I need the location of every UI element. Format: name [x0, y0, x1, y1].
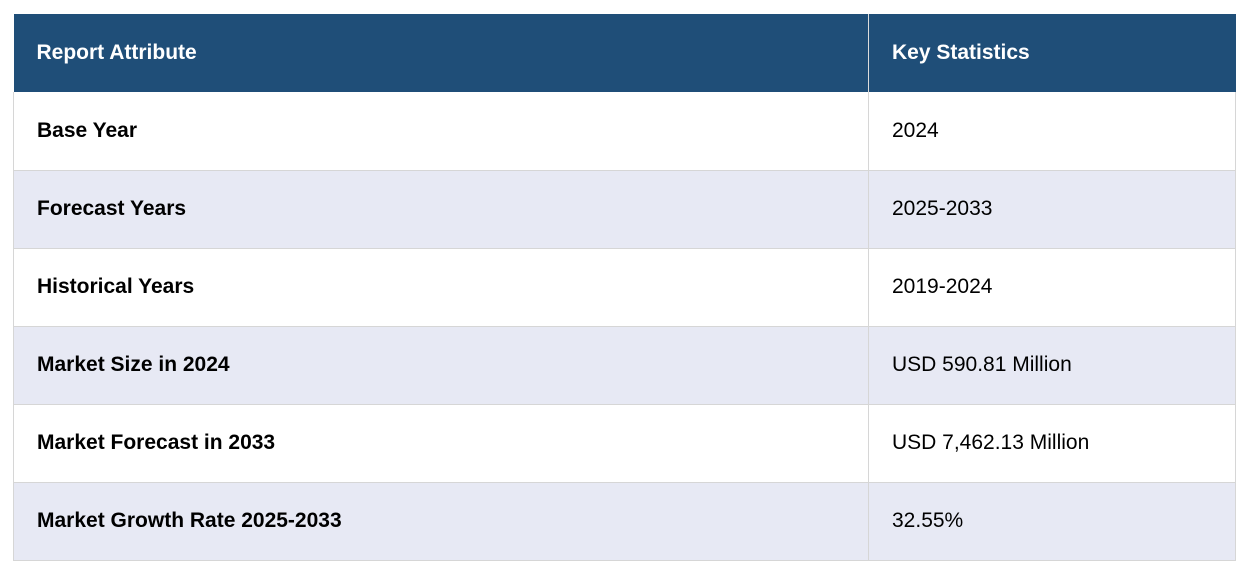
- table-row: Forecast Years 2025-2033: [13, 170, 1236, 249]
- table-row: Base Year 2024: [13, 92, 1236, 171]
- row-value: 2025-2033: [868, 170, 1236, 249]
- table-row: Market Growth Rate 2025-2033 32.55%: [13, 482, 1236, 561]
- row-attribute: Base Year: [13, 92, 869, 171]
- table-row: Market Size in 2024 USD 590.81 Million: [13, 326, 1236, 405]
- row-attribute: Market Size in 2024: [13, 326, 869, 405]
- row-value: USD 590.81 Million: [868, 326, 1236, 405]
- row-value: USD 7,462.13 Million: [868, 404, 1236, 483]
- report-stats-table-container: Report Attribute Key Statistics Base Yea…: [13, 14, 1236, 561]
- row-value: 2019-2024: [868, 248, 1236, 327]
- table-row: Historical Years 2019-2024: [13, 248, 1236, 327]
- row-attribute: Market Forecast in 2033: [13, 404, 869, 483]
- row-value: 2024: [868, 92, 1236, 171]
- header-report-attribute: Report Attribute: [13, 14, 869, 92]
- row-attribute: Historical Years: [13, 248, 869, 327]
- table-row: Market Forecast in 2033 USD 7,462.13 Mil…: [13, 404, 1236, 483]
- row-attribute: Forecast Years: [13, 170, 869, 249]
- row-value: 32.55%: [868, 482, 1236, 561]
- table-header-row: Report Attribute Key Statistics: [13, 14, 1236, 92]
- report-stats-table: Report Attribute Key Statistics Base Yea…: [13, 14, 1236, 561]
- row-attribute: Market Growth Rate 2025-2033: [13, 482, 869, 561]
- header-key-statistics: Key Statistics: [892, 41, 1030, 64]
